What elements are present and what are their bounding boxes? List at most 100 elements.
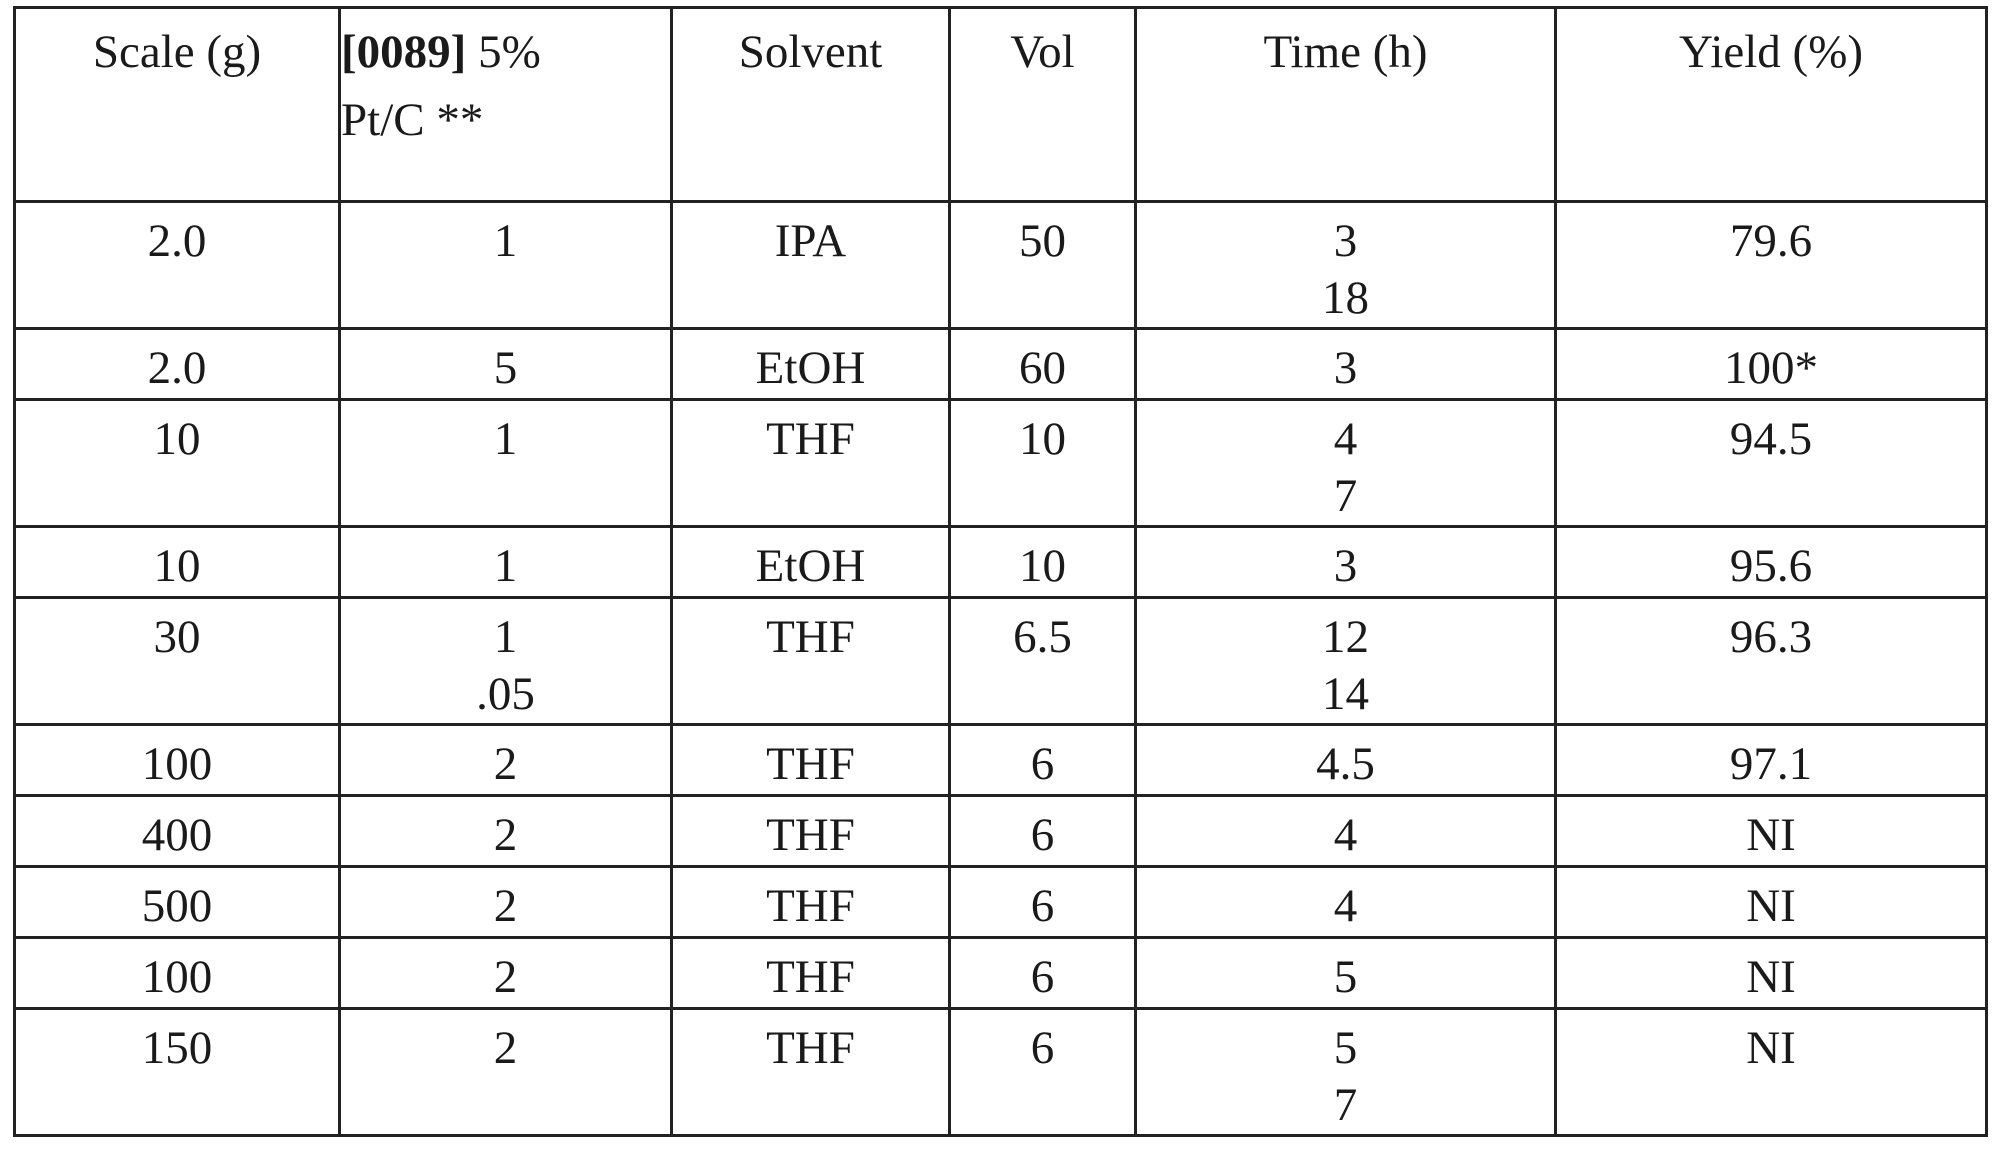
cell-solvent-value: THF <box>766 809 855 861</box>
cell-yield: NI <box>1554 936 1988 1010</box>
cell-time: 4 <box>1134 865 1557 939</box>
header-time: Time (h) <box>1134 6 1557 203</box>
header-vol: Vol <box>948 6 1137 203</box>
header-scale-label: Scale (g) <box>92 26 262 78</box>
header-catalyst: [0089] 5% Pt/C ** <box>338 6 673 203</box>
cell-solvent: EtOH <box>670 525 951 599</box>
cell-scale-value: 100 <box>141 951 213 1003</box>
cell-solvent-value: THF <box>766 880 855 932</box>
cell-time-value: 5 <box>1333 1022 1358 1074</box>
table-body: 2.0 1 IPA 50 3 18 79.6 2.0 5 EtOH 60 3 100* 10 1 THF 10 4… <box>13 200 1988 1137</box>
cell-scale-value: 500 <box>141 880 213 932</box>
cell-solvent-value: THF <box>766 413 855 465</box>
cell-scale: 150 <box>13 1007 341 1137</box>
cell-vol: 6 <box>948 723 1137 797</box>
cell-yield-value: 79.6 <box>1729 215 1813 267</box>
cell-yield: 96.3 <box>1554 596 1988 726</box>
cell-yield: NI <box>1554 794 1988 868</box>
header-row: Scale (g) [0089] 5% Pt/C ** Solvent Vol … <box>13 6 1988 203</box>
cell-solvent: EtOH <box>670 327 951 401</box>
cell-vol: 6 <box>948 794 1137 868</box>
cell-time-value: 18 <box>1322 272 1369 324</box>
cell-yield: 100* <box>1554 327 1988 401</box>
header-time-label: Time (h) <box>1263 26 1428 78</box>
cell-scale: 2.0 <box>13 327 341 401</box>
cell-time-value: 3 <box>1333 342 1358 394</box>
cell-time-value: 5 <box>1333 951 1358 1003</box>
cell-solvent-value: EtOH <box>755 540 866 592</box>
cell-catalyst: 2 <box>338 865 673 939</box>
paragraph-reference: [0089] <box>341 26 467 78</box>
cell-vol: 60 <box>948 327 1137 401</box>
cell-scale-value: 2.0 <box>147 342 207 394</box>
table-row: 400 2 THF 6 4 NI <box>13 794 1988 868</box>
cell-catalyst: 2 <box>338 936 673 1010</box>
cell-solvent: THF <box>670 794 951 868</box>
cell-vol: 6 <box>948 865 1137 939</box>
header-yield: Yield (%) <box>1554 6 1988 203</box>
cell-scale-value: 100 <box>141 738 213 790</box>
cell-vol-value: 50 <box>1019 215 1066 267</box>
cell-vol-value: 6.5 <box>1013 611 1072 663</box>
table-row: 100 2 THF 6 5 NI <box>13 936 1988 1010</box>
cell-scale: 500 <box>13 865 341 939</box>
cell-solvent: THF <box>670 1007 951 1137</box>
cell-catalyst: 2 <box>338 1007 673 1137</box>
cell-solvent-value: THF <box>766 738 855 790</box>
header-scale: Scale (g) <box>13 6 341 203</box>
cell-yield-value: NI <box>1746 1022 1796 1074</box>
cell-scale: 100 <box>13 936 341 1010</box>
cell-catalyst: 2 <box>338 794 673 868</box>
cell-vol-value: 6 <box>1030 1022 1055 1074</box>
cell-yield-value: NI <box>1746 951 1796 1003</box>
cell-scale-value: 400 <box>141 809 213 861</box>
cell-solvent-value: THF <box>766 611 855 663</box>
cell-vol-value: 6 <box>1030 809 1055 861</box>
table-row: 10 1 THF 10 4 7 94.5 <box>13 398 1988 528</box>
cell-catalyst: 2 <box>338 723 673 797</box>
cell-vol-value: 6 <box>1030 738 1055 790</box>
cell-time: 3 <box>1134 327 1557 401</box>
cell-solvent: THF <box>670 936 951 1010</box>
cell-time: 3 18 <box>1134 200 1557 330</box>
cell-yield-value: 100* <box>1724 342 1818 394</box>
cell-scale: 10 <box>13 525 341 599</box>
cell-yield-value: 95.6 <box>1729 540 1813 592</box>
cell-solvent-value: EtOH <box>755 342 866 394</box>
cell-time-value: 7 <box>1333 470 1358 522</box>
cell-yield: 79.6 <box>1554 200 1988 330</box>
cell-yield: NI <box>1554 1007 1988 1137</box>
cell-solvent: THF <box>670 596 951 726</box>
cell-scale-value: 2.0 <box>147 215 207 267</box>
cell-time-value: 7 <box>1333 1079 1358 1131</box>
cell-scale: 30 <box>13 596 341 726</box>
cell-time-value: 12 <box>1322 611 1369 663</box>
cell-solvent-value: IPA <box>774 215 847 267</box>
cell-catalyst-value: 2 <box>493 738 518 790</box>
cell-solvent: IPA <box>670 200 951 330</box>
header-vol-label: Vol <box>1010 26 1075 78</box>
cell-yield: 95.6 <box>1554 525 1988 599</box>
header-yield-label: Yield (%) <box>1678 26 1864 78</box>
table-row: 500 2 THF 6 4 NI <box>13 865 1988 939</box>
table-row: 2.0 5 EtOH 60 3 100* <box>13 327 1988 401</box>
cell-yield-value: 94.5 <box>1729 413 1813 465</box>
cell-solvent: THF <box>670 723 951 797</box>
cell-catalyst-value: 5 <box>493 342 518 394</box>
cell-catalyst: 1.05 <box>338 596 673 726</box>
cell-scale-value: 10 <box>153 540 201 592</box>
cell-vol-value: 6 <box>1030 951 1055 1003</box>
cell-catalyst-value: 1 <box>493 413 518 465</box>
cell-time-value: 4.5 <box>1316 738 1375 790</box>
cell-time: 4 <box>1134 794 1557 868</box>
cell-vol: 6 <box>948 936 1137 1010</box>
header-catalyst-line-1: [0089] 5% <box>341 13 670 92</box>
cell-time: 4.5 <box>1134 723 1557 797</box>
cell-solvent: THF <box>670 865 951 939</box>
cell-solvent: THF <box>670 398 951 528</box>
cell-scale: 2.0 <box>13 200 341 330</box>
cell-scale: 10 <box>13 398 341 528</box>
cell-catalyst: 5 <box>338 327 673 401</box>
cell-time-value: 4 <box>1333 809 1358 861</box>
